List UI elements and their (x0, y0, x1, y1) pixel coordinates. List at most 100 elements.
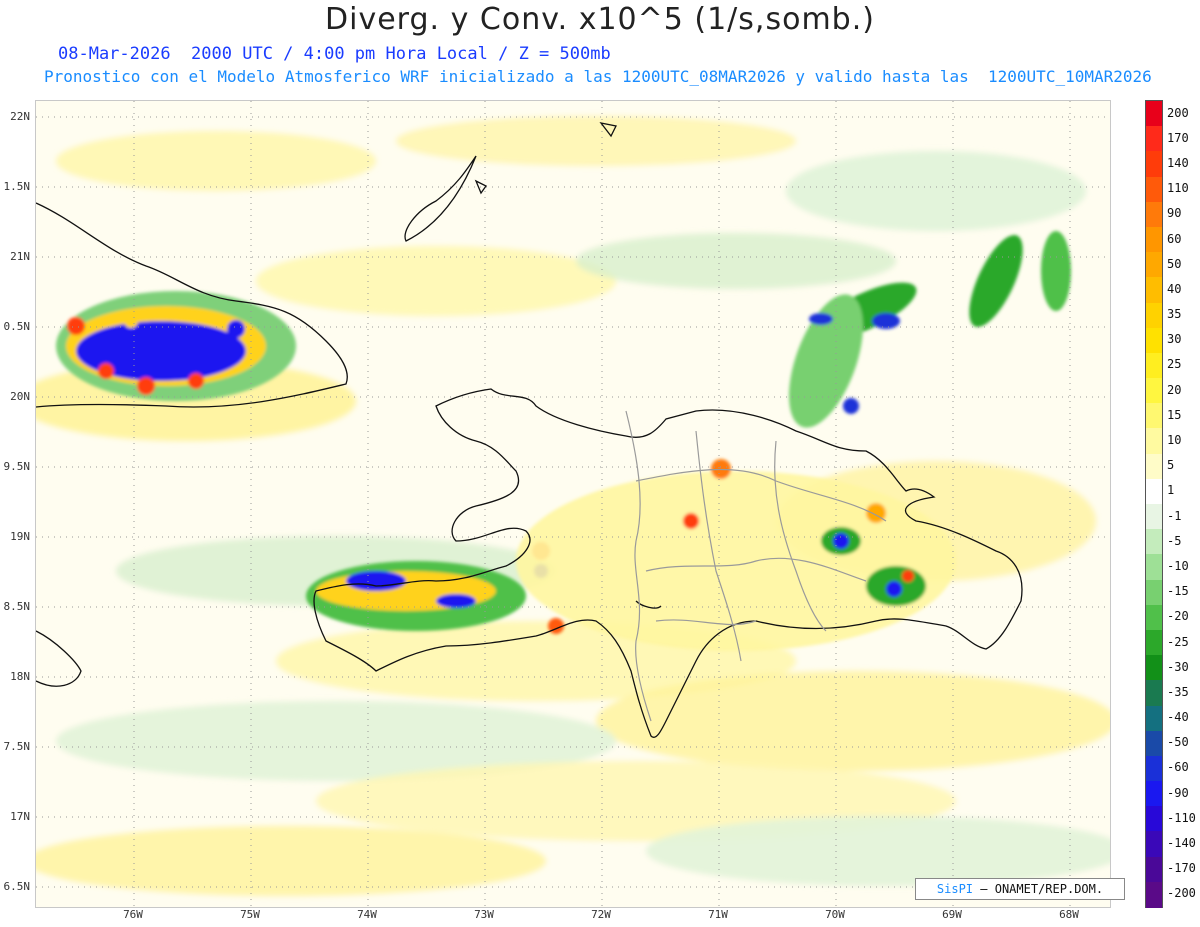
lat-label: 0.5N (3, 320, 31, 333)
lon-label: 69W (942, 908, 962, 921)
lat-label: 22N (10, 110, 30, 123)
colorbar-label: -25 (1167, 634, 1189, 649)
colorbar-label: -5 (1167, 533, 1182, 548)
colorbar-swatch (1146, 831, 1162, 858)
colorbar-label: -200 (1167, 886, 1196, 901)
colorbar-label: -110 (1167, 810, 1196, 825)
colorbar-label: 25 (1167, 357, 1182, 372)
colorbar-label: -90 (1167, 785, 1189, 800)
credit-separator: — (980, 882, 995, 896)
coastlines (36, 122, 1023, 738)
graticule (36, 101, 1110, 907)
valid-time-subtitle: 08-Mar-2026 2000 UTC / 4:00 pm Hora Loca… (58, 44, 611, 64)
colorbar-swatch (1146, 176, 1162, 203)
colorbar-label: 200 (1167, 105, 1189, 120)
colorbar-swatch (1146, 529, 1162, 555)
map-title: Diverg. y Conv. x10^5 (1/s,somb.) (325, 2, 875, 37)
cuba-convergence-cluster (56, 291, 296, 401)
model-run-subtitle: Pronostico con el Modelo Atmosferico WRF… (44, 67, 1152, 86)
colorbar-swatch (1146, 781, 1162, 807)
colorbar-swatch (1146, 730, 1162, 757)
colorbar-swatch (1146, 856, 1162, 883)
lon-label: 71W (708, 908, 728, 921)
colorbar-swatch (1146, 403, 1162, 429)
colorbar-swatch (1146, 201, 1162, 228)
map-canvas (36, 101, 1110, 907)
colorbar-swatch (1146, 755, 1162, 782)
colorbar-label: -40 (1167, 710, 1189, 725)
lon-label: 73W (474, 908, 494, 921)
lat-label: 20N (10, 390, 30, 403)
colorbar-swatch (1146, 680, 1162, 706)
lat-label: 8.5N (3, 600, 31, 613)
lon-label: 70W (825, 908, 845, 921)
colorbar-swatch (1146, 252, 1162, 278)
colorbar-label: 20 (1167, 382, 1182, 397)
colorbar-label: 90 (1167, 206, 1182, 221)
colorbar-label: 35 (1167, 307, 1182, 322)
lon-label: 74W (357, 908, 377, 921)
colorbar-label: -35 (1167, 684, 1189, 699)
colorbar-swatch (1146, 629, 1162, 656)
credit-org: ONAMET/REP.DOM. (994, 882, 1104, 896)
credit-box: SisPI — ONAMET/REP.DOM. (915, 878, 1125, 900)
colorbar-swatch (1146, 302, 1162, 329)
haiti-cluster (306, 542, 564, 634)
colorbar-label: -15 (1167, 584, 1189, 599)
colorbar-swatch (1146, 126, 1162, 152)
colorbar-label: 40 (1167, 281, 1182, 296)
colorbar-label: 110 (1167, 181, 1189, 196)
colorbar-label: 50 (1167, 256, 1182, 271)
colorbar-label: 5 (1167, 458, 1175, 473)
colorbar-label: -10 (1167, 558, 1189, 573)
lat-label: 21N (10, 250, 30, 263)
colorbar-label: 60 (1167, 231, 1182, 246)
credit-brand: SisPI (936, 882, 974, 896)
colorbar-label: 30 (1167, 332, 1182, 347)
colorbar-swatch (1146, 604, 1162, 631)
colorbar-swatch (1146, 428, 1162, 455)
lat-label: 6.5N (3, 880, 31, 893)
colorbar-label: -20 (1167, 609, 1189, 624)
dr-cluster (516, 459, 956, 651)
colorbar-swatch (1146, 277, 1162, 303)
colorbar-swatch (1146, 453, 1162, 480)
northeast-green-bands (789, 231, 1071, 428)
colorbar-swatch (1146, 101, 1162, 127)
colorbar-swatch (1146, 705, 1162, 732)
colorbar-label: 10 (1167, 433, 1182, 448)
lat-label: 9.5N (3, 460, 31, 473)
colorbar-label: -170 (1167, 861, 1196, 876)
lat-label: 7.5N (3, 740, 31, 753)
lat-label: 18N (10, 670, 30, 683)
colorbar-swatch (1146, 579, 1162, 606)
colorbar-swatch (1146, 554, 1162, 581)
colorbar-swatch (1146, 226, 1162, 253)
lon-label: 72W (591, 908, 611, 921)
colorbar-swatch (1146, 806, 1162, 832)
colorbar-swatch (1146, 655, 1162, 681)
divergence-map (35, 100, 1111, 908)
colorbar-label: 170 (1167, 130, 1189, 145)
colorbar-swatch (1146, 478, 1162, 505)
colorbar-swatch (1146, 378, 1162, 404)
colorbar-swatch (1146, 881, 1162, 908)
lon-label: 75W (240, 908, 260, 921)
colorbar-label: -60 (1167, 760, 1189, 775)
colorbar-label: -50 (1167, 735, 1189, 750)
colorbar-swatch (1146, 327, 1162, 354)
lat-label: 19N (10, 530, 30, 543)
colorbar-swatch (1146, 151, 1162, 178)
colorbar-swatch (1146, 352, 1162, 379)
province-boundaries (625, 410, 887, 722)
colorbar-label: 1 (1167, 483, 1175, 498)
lon-label: 68W (1059, 908, 1079, 921)
colorbar-label: 140 (1167, 155, 1189, 170)
colorbar-label: -140 (1167, 836, 1196, 851)
lat-label: 17N (10, 810, 30, 823)
colorbar-label: -1 (1167, 508, 1182, 523)
lon-label: 76W (123, 908, 143, 921)
lat-label: 1.5N (3, 180, 31, 193)
colorbar-label: -30 (1167, 659, 1189, 674)
colorbar (1145, 100, 1163, 908)
